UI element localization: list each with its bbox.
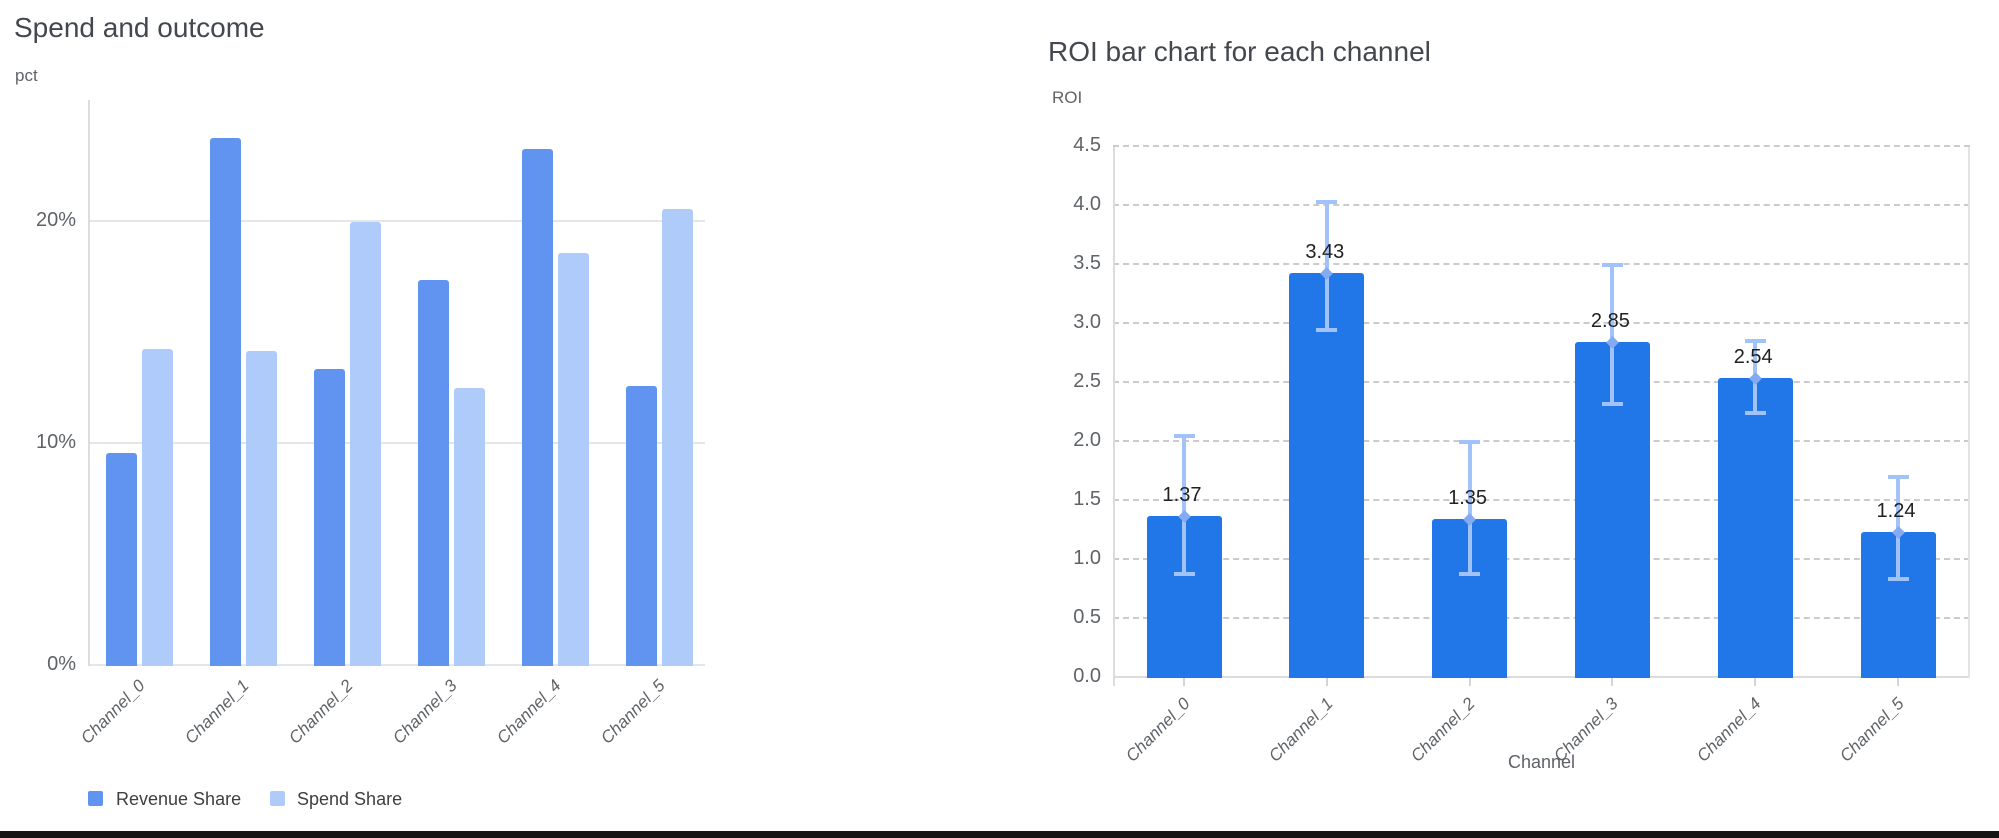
error-bar-cap-bottom xyxy=(1459,572,1481,577)
right-y-axis-line xyxy=(1113,147,1115,686)
error-bar-line xyxy=(1467,442,1472,575)
right-y-tick-label: 0.0 xyxy=(1073,665,1101,687)
right-chart-y-axis-unit: ROI xyxy=(1052,88,1083,107)
legend-swatch-revenue-share xyxy=(88,791,103,806)
right-x-tick-mark xyxy=(1754,678,1757,686)
right-gridline xyxy=(1113,440,1970,442)
left-chart-legend: Revenue Share Spend Share xyxy=(0,0,760,838)
legend-swatch-spend-share xyxy=(270,791,285,806)
right-x-tick-mark xyxy=(1183,678,1185,686)
error-bar-cap-top xyxy=(1744,338,1766,343)
right-y-tick-label: 3.5 xyxy=(1073,252,1101,274)
bar-revenue-share-channel_5 xyxy=(626,386,657,666)
left-chart-y-axis-unit: pct xyxy=(15,66,38,85)
right-chart-title: ROI bar chart for each channel xyxy=(1048,36,1431,67)
error-bar-cap-top xyxy=(1316,200,1338,205)
right-y-tick-label: 3.0 xyxy=(1073,311,1101,333)
left-gridline xyxy=(88,442,705,444)
bar-revenue-share-channel_1 xyxy=(210,138,241,666)
right-gridline xyxy=(1113,145,1970,147)
error-bar-line xyxy=(1324,202,1329,330)
left-y-axis-line xyxy=(88,100,90,666)
error-bar-line xyxy=(1610,265,1615,405)
bar-spend-share-channel_2 xyxy=(350,222,381,666)
right-gridline xyxy=(1113,381,1970,383)
left-chart-title: Spend and outcome xyxy=(14,12,265,43)
right-x-tick-mark xyxy=(1325,678,1328,686)
right-plot-border xyxy=(1968,147,1970,678)
bottom-border xyxy=(0,831,1999,838)
bar-spend-share-channel_3 xyxy=(454,388,485,666)
right-y-tick-label: 1.5 xyxy=(1073,488,1101,510)
legend-label-spend-share: Spend Share xyxy=(297,789,403,809)
bar-value-label: 3.43 xyxy=(1305,241,1345,263)
legend-label-revenue-share: Revenue Share xyxy=(116,789,242,809)
right-gridline xyxy=(1113,617,1970,619)
bar-value-label: 2.54 xyxy=(1733,346,1773,368)
roi-bar-channel_4 xyxy=(1717,378,1793,678)
right-chart: ROI bar chart for each channel ROI 0.0 0.… xyxy=(1040,0,1999,838)
right-y-tick-label: 2.5 xyxy=(1073,370,1101,392)
left-y-tick-label: 20% xyxy=(35,209,76,231)
bar-spend-share-channel_4 xyxy=(558,253,589,666)
bar-value-label: 1.37 xyxy=(1162,484,1202,506)
roi-bar-channel_1 xyxy=(1289,273,1365,678)
right-y-tick-label: 0.5 xyxy=(1073,606,1101,628)
right-y-tick-label: 2.0 xyxy=(1073,429,1101,451)
bar-value-label: 1.24 xyxy=(1876,500,1916,522)
right-x-tick-mark xyxy=(1611,678,1614,686)
right-chart-plot-area: 0.0 0.5 1.0 1.5 2.0 2.5 3.0 3.5 4.0 4.5 1.37 Channe… xyxy=(1073,134,1970,766)
right-gridline xyxy=(1113,204,1970,206)
right-chart-x-axis-title: Channel xyxy=(1507,752,1576,772)
right-y-tick-label: 4.0 xyxy=(1073,193,1101,215)
right-gridline xyxy=(1113,263,1970,265)
right-y-tick-label: 4.5 xyxy=(1073,134,1101,156)
bar-spend-share-channel_0 xyxy=(142,349,173,666)
right-x-tick-mark xyxy=(1468,678,1471,686)
error-bar-cap-bottom xyxy=(1173,572,1195,577)
error-bar-cap-bottom xyxy=(1887,576,1909,581)
right-x-tick-mark xyxy=(1897,678,1899,686)
left-y-tick-label: 10% xyxy=(35,431,76,453)
right-gridline xyxy=(1113,558,1970,560)
bar-spend-share-channel_1 xyxy=(246,351,277,666)
error-bar-cap-top xyxy=(1459,440,1481,444)
right-gridline xyxy=(1113,499,1970,501)
left-chart-plot-area: 0% 10% 20% Channel_0 Channel_1 Channel_2 Chann… xyxy=(36,100,705,748)
bar-revenue-share-channel_2 xyxy=(314,369,345,666)
left-chart: Spend and outcome pct 0% 10% 20% Channel_0 C… xyxy=(0,0,760,838)
right-y-tick-label: 1.0 xyxy=(1073,547,1101,569)
bar-revenue-share-channel_3 xyxy=(418,280,449,666)
error-bar-cap-top xyxy=(1173,434,1195,439)
error-bar-cap-bottom xyxy=(1601,402,1623,407)
bar-spend-share-channel_5 xyxy=(662,209,693,666)
left-y-tick-label: 0% xyxy=(47,653,76,675)
error-bar-cap-bottom xyxy=(1316,327,1338,332)
error-bar-line xyxy=(1182,436,1186,575)
left-gridline xyxy=(88,220,705,222)
error-bar-cap-top xyxy=(1601,263,1623,267)
bar-value-label: 1.35 xyxy=(1448,487,1488,509)
right-gridline xyxy=(1113,322,1970,324)
error-bar-cap-bottom xyxy=(1744,410,1766,415)
left-gridline xyxy=(88,664,705,666)
bar-revenue-share-channel_4 xyxy=(522,149,553,666)
bar-revenue-share-channel_0 xyxy=(106,453,137,666)
right-baseline xyxy=(1113,676,1970,678)
error-bar-cap-top xyxy=(1887,475,1909,480)
bar-value-label: 2.85 xyxy=(1590,310,1630,332)
